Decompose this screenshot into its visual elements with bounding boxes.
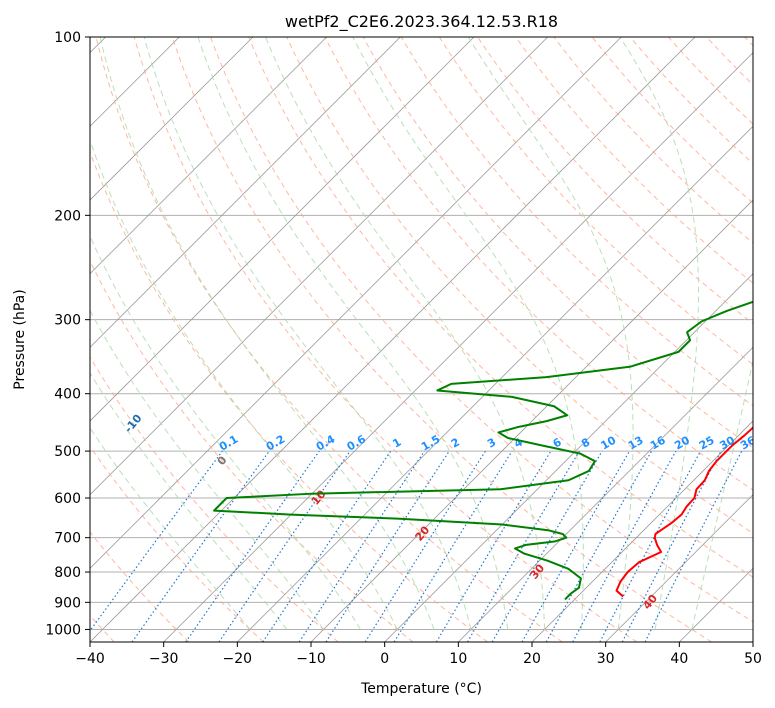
isotherm <box>384 273 753 642</box>
plot-frame <box>89 36 754 643</box>
mixing-ratio-line <box>572 450 677 642</box>
x-tick-label: 40 <box>670 651 688 667</box>
moist-adiabat <box>197 37 509 630</box>
isotherm <box>90 37 696 642</box>
mixing-ratio-line <box>521 450 631 642</box>
temperature-profile <box>615 426 753 598</box>
x-tick-label: −10 <box>296 651 326 667</box>
y-tick-label: 1000 <box>45 622 81 638</box>
moist-adiabat <box>90 427 251 630</box>
isotherm <box>163 52 753 642</box>
x-axis-ticks: −40 −30 −20 −10 0 10 20 30 40 50 <box>75 642 762 667</box>
dry-adiabat <box>90 445 264 642</box>
mixing-ratio-line <box>185 450 320 642</box>
x-tick-label: −40 <box>75 651 105 667</box>
dry-adiabat <box>95 37 563 642</box>
dry-adiabat <box>400 37 753 407</box>
isotherm <box>90 37 622 569</box>
moist-adiabat <box>265 37 546 630</box>
dry-adiabat <box>210 37 753 623</box>
background-lines <box>90 37 753 642</box>
dry-adiabat <box>90 531 190 642</box>
isotherm <box>605 494 753 642</box>
mixing-ratio-line <box>298 450 425 642</box>
x-tick-label: 20 <box>523 651 541 667</box>
mixing-ratio-line <box>393 450 513 642</box>
y-tick-label: 100 <box>54 30 81 46</box>
mixing-ratio-line <box>644 450 743 642</box>
moist-adiabat <box>99 37 435 630</box>
y-tick-label: 200 <box>54 208 81 224</box>
x-tick-label: 50 <box>744 651 762 667</box>
isotherm <box>90 37 475 422</box>
moist-adiabat <box>691 358 753 630</box>
isotherm <box>458 346 753 642</box>
mixing-ratio-line <box>90 450 223 632</box>
y-tick-label: 600 <box>54 491 81 507</box>
isotherm <box>90 37 254 201</box>
isotherm <box>90 37 327 275</box>
y-tick-label: 500 <box>54 444 81 460</box>
y-tick-label: 300 <box>54 313 81 329</box>
moist-adiabat <box>143 37 472 630</box>
isotherm <box>90 37 401 348</box>
mixing-ratio-line <box>131 450 270 642</box>
moist-adiabat <box>90 234 361 630</box>
isotherm <box>237 125 753 642</box>
dry-adiabat <box>90 150 488 642</box>
moist-adiabat <box>619 37 700 630</box>
dry-adiabat <box>90 356 339 642</box>
dry-adiabat <box>515 37 753 284</box>
x-axis-label: Temperature (°C) <box>360 681 482 697</box>
y-axis-ticks: 100 200 300 400 500 600 700 800 900 1000 <box>45 30 90 638</box>
mixing-ratio-line <box>325 450 450 642</box>
mixing-ratio-line <box>545 450 653 642</box>
dry-adiabat <box>248 37 753 578</box>
moist-adiabat <box>90 138 398 630</box>
y-axis-label: Pressure (hPa) <box>12 289 28 389</box>
moist-adiabat <box>90 309 324 630</box>
mixing-ratio-line <box>262 450 392 642</box>
dry-adiabat <box>171 37 712 642</box>
x-tick-label: 0 <box>380 651 389 667</box>
x-tick-label: 30 <box>597 651 615 667</box>
y-tick-label: 700 <box>54 531 81 547</box>
dry-adiabat <box>439 37 753 366</box>
profiles <box>213 300 753 601</box>
isotherm <box>90 37 548 496</box>
y-tick-label: 400 <box>54 387 81 403</box>
y-tick-label: 800 <box>54 565 81 581</box>
x-tick-label: −30 <box>149 651 179 667</box>
moist-adiabat <box>90 371 288 630</box>
moist-adiabat <box>467 37 634 630</box>
dry-adiabat <box>90 259 414 642</box>
y-tick-label: 900 <box>54 595 81 611</box>
x-tick-label: 10 <box>449 651 467 667</box>
mixing-ratio-line <box>218 450 351 642</box>
dewpoint-profile <box>213 300 753 601</box>
x-tick-label: −20 <box>223 651 253 667</box>
chart-title: wetPf2_C2E6.2023.364.12.53.R18 <box>285 12 558 32</box>
dry-adiabat <box>133 37 638 642</box>
isotherm <box>531 420 753 642</box>
dry-adiabat <box>286 37 753 534</box>
